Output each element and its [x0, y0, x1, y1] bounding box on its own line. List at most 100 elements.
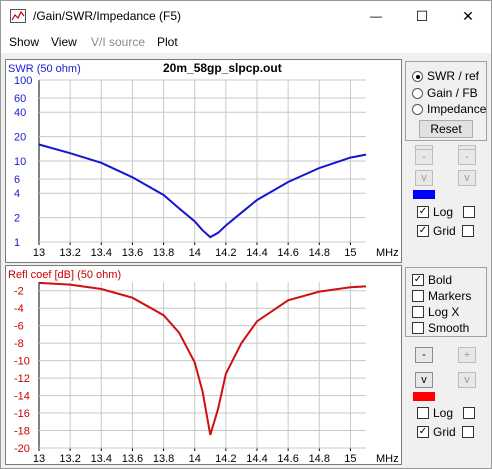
radio-swr[interactable]: SWR / ref: [412, 69, 479, 83]
bold-label: Bold: [428, 273, 453, 287]
gain-radio-button[interactable]: [412, 87, 423, 99]
top-x-tick-label: 14.2: [215, 247, 236, 259]
refl-chart: Refl coef [dB] (50 ohm) -2 -4 -6 -8 -10 -12 -1…: [8, 269, 399, 464]
top-y-tick-label: 60: [14, 93, 26, 105]
close-button[interactable]: ✕: [445, 1, 491, 31]
bot-x-tick-label: 14: [189, 453, 201, 464]
top-x-tick-label: 13.6: [122, 247, 143, 259]
markers-checkbox[interactable]: [412, 290, 424, 302]
radio-impedance[interactable]: Impedance: [412, 102, 486, 116]
chart-app-icon: [10, 9, 26, 23]
top-x-tick-label: 13.2: [59, 247, 80, 259]
top-y-tick-label: 2: [14, 213, 20, 225]
top-x-unit: MHz: [376, 247, 399, 259]
bot-x-tick-label: 13.4: [91, 453, 112, 464]
maximize-button[interactable]: ☐: [399, 1, 445, 31]
bot-grid-checkbox[interactable]: ✓: [417, 426, 429, 438]
bot-scale-down-left[interactable]: v: [415, 372, 433, 388]
swr-y-axis-label: SWR (50 ohm): [8, 63, 81, 75]
top-log-checkbox-right[interactable]: [463, 206, 476, 218]
smooth-checkbox[interactable]: [412, 322, 424, 334]
chart-filename: 20m_58gp_slpcp.out: [163, 61, 282, 75]
menu-vi-source[interactable]: V/I source: [91, 35, 146, 49]
refl-y-ticks: -2 -4 -6 -8 -10 -12 -14 -16 -18 -20: [14, 286, 30, 455]
top-grid-option[interactable]: ✓ Grid: [417, 224, 474, 238]
top-x-tick-label: 14: [189, 247, 201, 259]
top-x-tick-label: 13: [33, 247, 45, 259]
swr-color-swatch[interactable]: [413, 190, 435, 199]
logx-checkbox[interactable]: [412, 306, 424, 318]
bot-scale-down-right[interactable]: v: [458, 372, 476, 388]
title-bar[interactable]: /Gain/SWR/Impedance (F5) — ☐ ✕: [1, 1, 491, 31]
bot-grid-label: Grid: [433, 425, 456, 439]
markers-option[interactable]: Markers: [412, 289, 471, 303]
line-options-group: ✓ Bold Markers Log X Smooth: [405, 267, 487, 337]
swr-series-line: [38, 143, 367, 239]
impedance-radio-button[interactable]: [412, 103, 423, 115]
bot-offset-left[interactable]: -: [415, 347, 433, 363]
impedance-radio-label: Impedance: [427, 102, 487, 116]
top-log-checkbox[interactable]: ✓: [417, 206, 429, 218]
bot-y-tick-label: -12: [14, 373, 30, 385]
bold-option[interactable]: ✓ Bold: [412, 273, 452, 287]
top-offset-left[interactable]: -: [415, 149, 433, 165]
bot-x-unit: MHz: [376, 453, 399, 464]
bot-log-label: Log: [433, 406, 454, 420]
top-y-tick-label: 4: [14, 188, 20, 200]
bot-grid-checkbox-right[interactable]: [461, 426, 474, 438]
bot-grid-option[interactable]: ✓ Grid: [417, 425, 474, 439]
top-scale-down-left[interactable]: v: [415, 170, 433, 186]
refl-x-ticks: 13 13.2 13.4 13.6 13.8 14 14.2 14.4 14.6 14.8 15 MH…: [33, 453, 399, 464]
top-x-tick-label: 13.4: [91, 247, 112, 259]
swr-radio-button[interactable]: [412, 70, 423, 82]
swr-x-ticks: 13 13.2 13.4 13.6 13.8 14 14.2 14.4 14.6 14.8 15 MH…: [33, 247, 399, 259]
refl-y-axis-label: Refl coef [dB] (50 ohm): [8, 269, 121, 281]
top-offset-right[interactable]: -: [458, 149, 476, 165]
maximize-icon: ☐: [415, 7, 429, 24]
bot-x-tick-label: 14.6: [277, 453, 298, 464]
top-x-tick-label: 15: [344, 247, 356, 259]
minimize-button[interactable]: —: [353, 1, 399, 31]
bot-x-tick-label: 14.2: [215, 453, 236, 464]
top-grid-checkbox[interactable]: ✓: [417, 225, 429, 237]
logx-option[interactable]: Log X: [412, 305, 459, 319]
menu-view[interactable]: View: [51, 35, 77, 49]
bot-y-tick-label: -6: [14, 321, 24, 333]
top-scale-down-right[interactable]: v: [458, 170, 476, 186]
top-x-tick-label: 14.8: [309, 247, 330, 259]
bot-y-tick-label: -20: [14, 443, 30, 455]
swr-chart: SWR (50 ohm) 20m_58gp_slpcp.out 100 60 40 2…: [8, 61, 399, 259]
top-grid-checkbox-right[interactable]: [461, 225, 474, 237]
top-x-tick-label: 14.4: [246, 247, 267, 259]
bot-offset-right[interactable]: +: [458, 347, 476, 363]
plot-type-group: SWR / ref Gain / FB Impedance Reset: [405, 61, 487, 141]
top-y-tick-label: 1: [14, 237, 20, 249]
swr-chart-panel: SWR (50 ohm) 20m_58gp_slpcp.out 100 60 40 2…: [5, 59, 402, 263]
swr-radio-label: SWR / ref: [427, 69, 480, 83]
bot-y-tick-label: -14: [14, 391, 30, 403]
top-grid-label: Grid: [433, 224, 456, 238]
top-y-tick-label: 10: [14, 156, 26, 168]
smooth-option[interactable]: Smooth: [412, 321, 469, 335]
bold-checkbox[interactable]: ✓: [412, 274, 424, 286]
refl-color-swatch[interactable]: [413, 392, 435, 401]
top-y-tick-label: 20: [14, 132, 26, 144]
top-log-option[interactable]: ✓ Log: [417, 205, 476, 219]
gain-radio-label: Gain / FB: [427, 86, 478, 100]
bot-log-option[interactable]: Log: [417, 406, 476, 420]
reset-button[interactable]: Reset: [419, 120, 473, 138]
menu-show[interactable]: Show: [9, 35, 40, 49]
bot-x-tick-label: 14.8: [309, 453, 330, 464]
window-title: /Gain/SWR/Impedance (F5): [33, 9, 182, 23]
top-x-tick-label: 13.8: [153, 247, 174, 259]
top-log-label: Log: [433, 205, 454, 219]
swr-grid: [38, 79, 366, 245]
top-y-tick-label: 6: [14, 174, 20, 186]
bot-log-checkbox[interactable]: [417, 407, 429, 419]
bot-y-tick-label: -10: [14, 356, 30, 368]
radio-gain[interactable]: Gain / FB: [412, 86, 478, 100]
menu-plot[interactable]: Plot: [157, 35, 178, 49]
top-x-tick-label: 14.6: [277, 247, 298, 259]
logx-label: Log X: [428, 305, 460, 319]
bot-log-checkbox-right[interactable]: [463, 407, 476, 419]
